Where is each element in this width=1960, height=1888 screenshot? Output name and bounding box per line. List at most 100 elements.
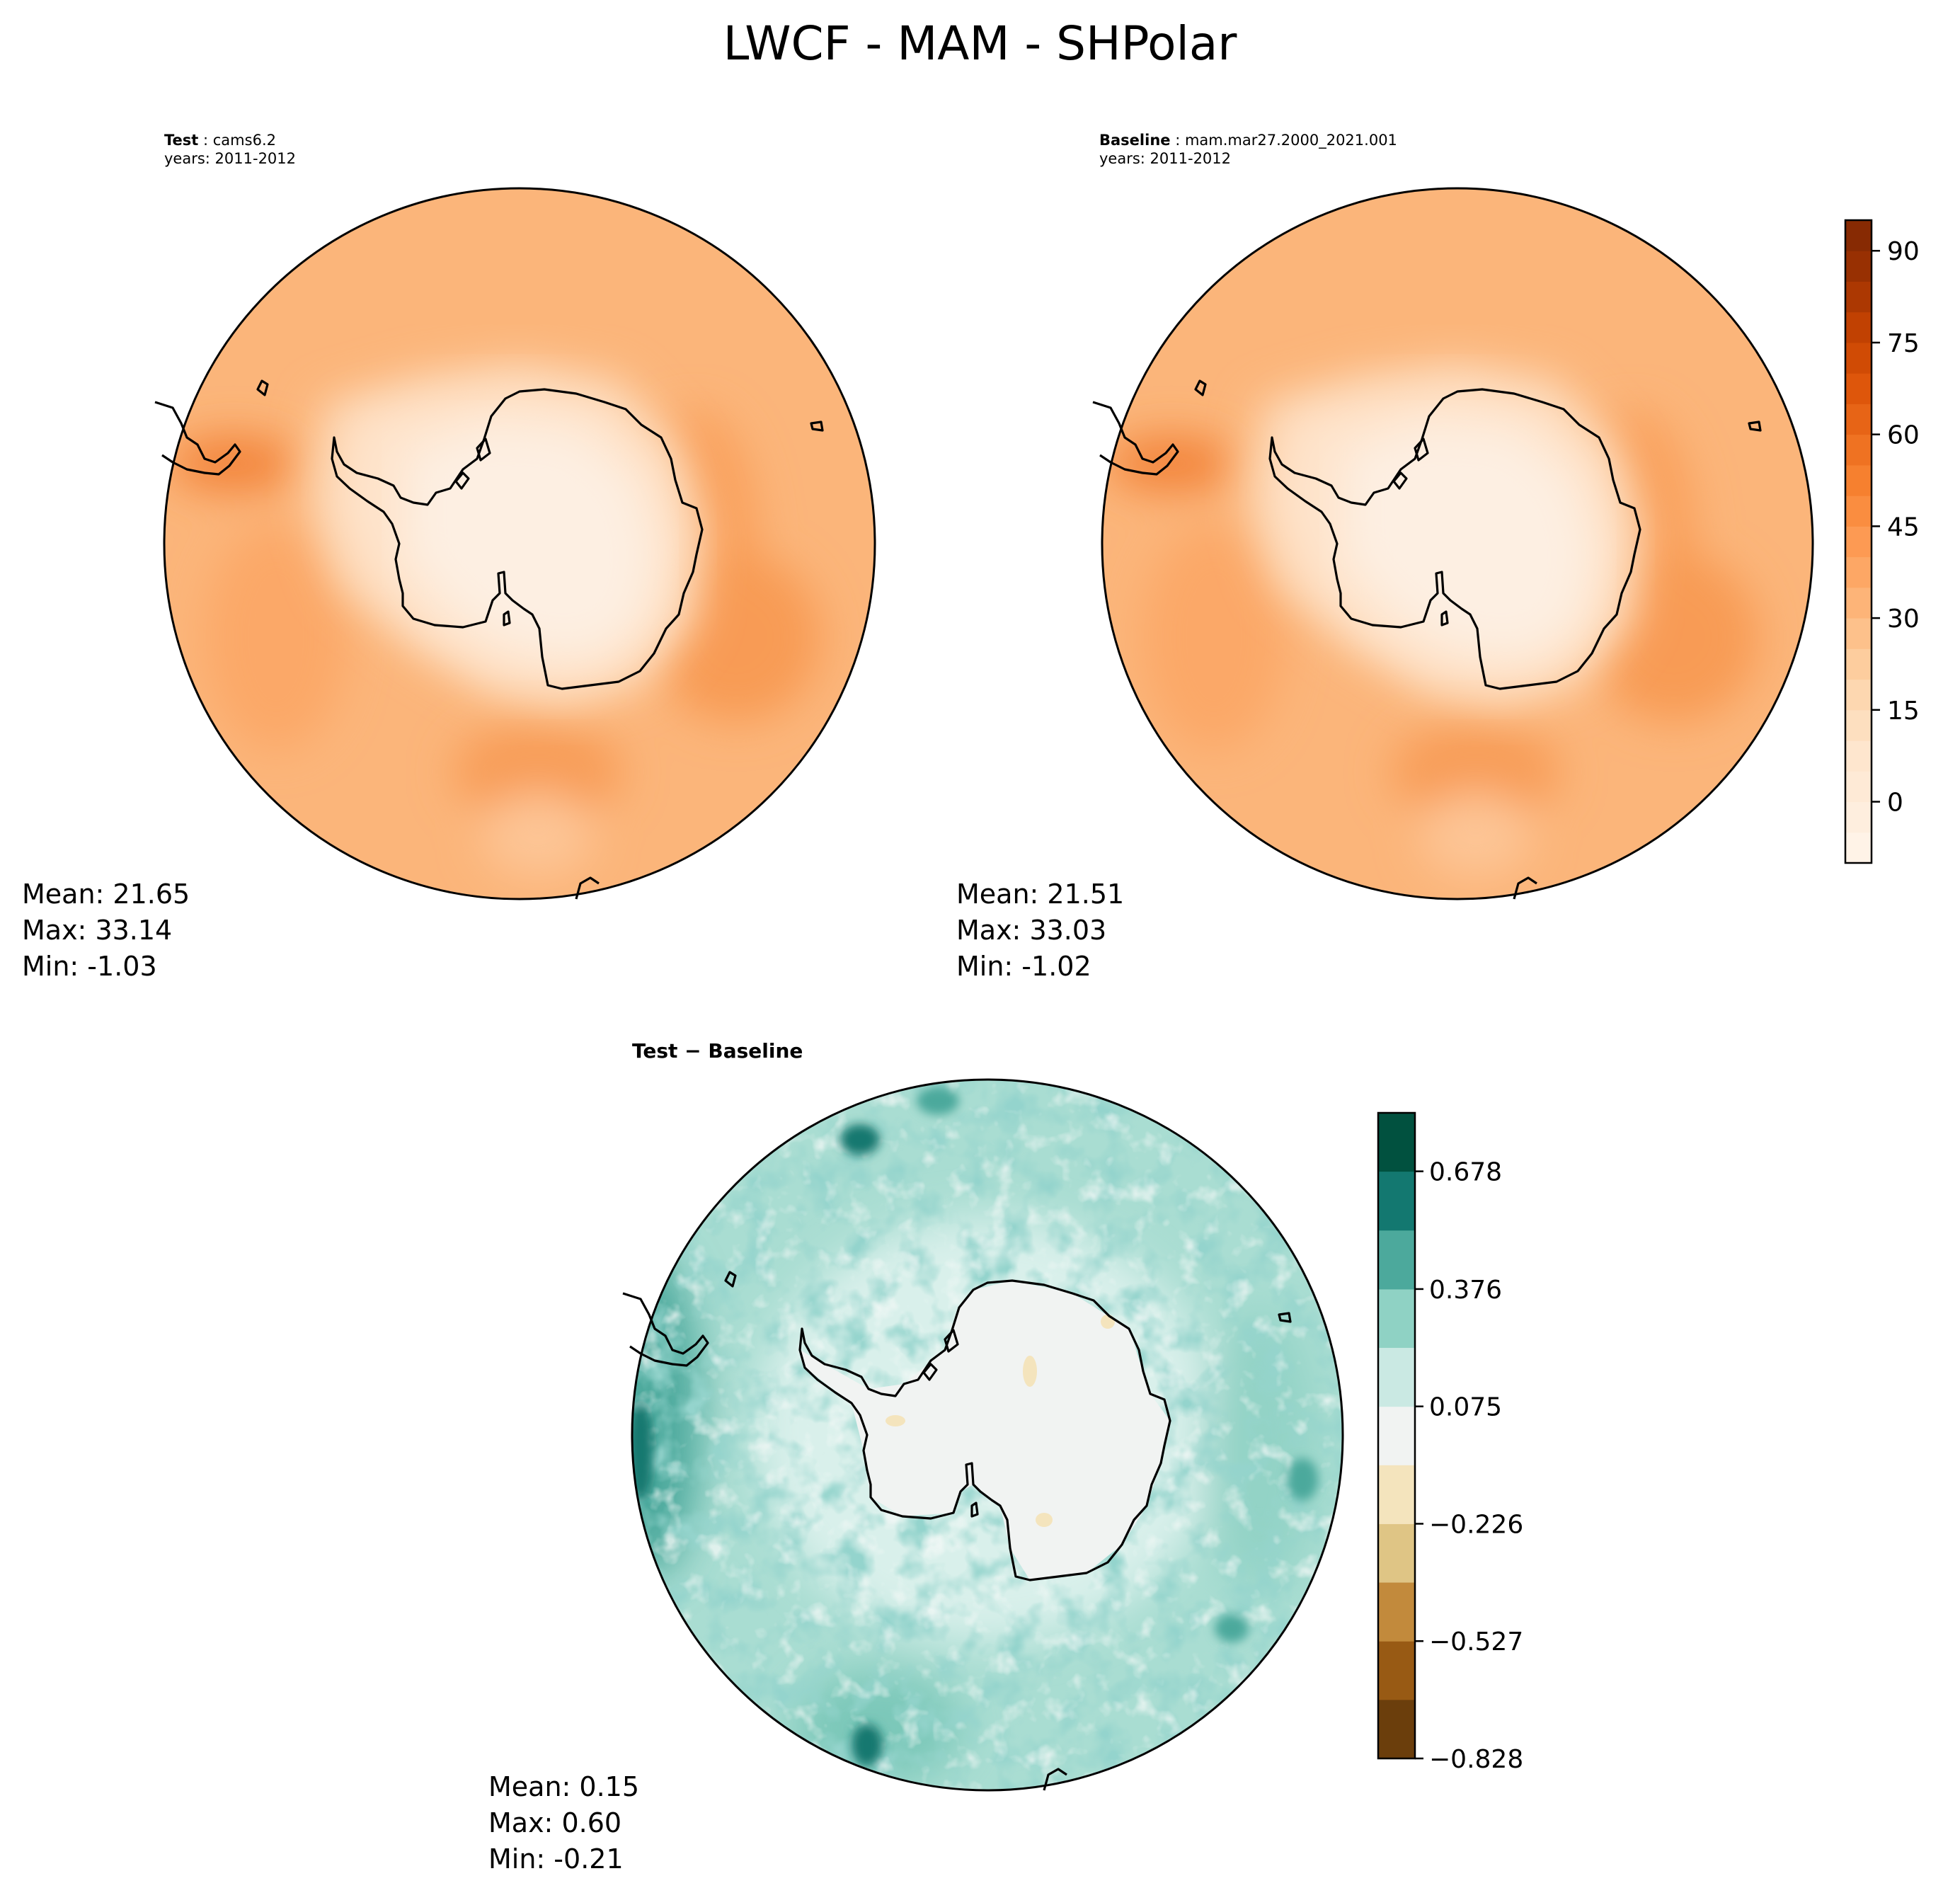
baseline-years: years: 2011-2012 — [1099, 149, 1232, 167]
new-zealand-coastline — [1043, 1768, 1067, 1791]
baseline-coastlines — [1092, 379, 1762, 900]
colorbar-tick-label: −0.226 — [1429, 1510, 1523, 1539]
colorbar-segment — [1378, 1523, 1415, 1583]
island — [476, 437, 491, 462]
island — [454, 471, 470, 490]
label-separator: : — [198, 132, 213, 149]
colorbar-tick-label: 0.678 — [1429, 1158, 1502, 1187]
antarctica-coastline — [1268, 388, 1641, 690]
island — [1392, 471, 1408, 490]
island — [1194, 379, 1207, 396]
island — [1440, 610, 1449, 627]
colorbar-segment — [1845, 648, 1872, 680]
colorbar-segment — [1378, 1171, 1415, 1231]
test-mean: Mean: 21.65 — [22, 879, 190, 910]
test-min: Min: -1.03 — [22, 951, 157, 982]
colorbar-segment — [1845, 311, 1872, 343]
south-america-coastline — [1092, 401, 1179, 476]
colorbar-segment — [1845, 251, 1872, 282]
colorbar-segment — [1845, 771, 1872, 803]
colorbar-outline — [1844, 219, 1873, 864]
baseline-min: Min: -1.02 — [956, 951, 1091, 982]
colorbar-segment — [1845, 801, 1872, 833]
south-america-coastline — [622, 1292, 709, 1367]
antarctica-shading — [1245, 360, 1645, 710]
colorbar-tick-label: 90 — [1887, 237, 1920, 266]
colorbar-segment — [1845, 832, 1872, 864]
test-map-frame — [163, 187, 876, 900]
south-america-coastline — [154, 401, 241, 476]
absolute-colorbar: 0 15 30 45 60 75 90 — [1844, 219, 1920, 864]
new-zealand-coastline — [575, 876, 600, 900]
colorbar-tick-label: −0.527 — [1429, 1627, 1523, 1657]
test-coastlines — [154, 379, 824, 900]
colorbar-segment — [1378, 1230, 1415, 1290]
baseline-case-name: mam.mar27.2000_2021.001 — [1184, 132, 1397, 149]
colorbar-tick-label: 30 — [1887, 605, 1920, 634]
colorbar-segment — [1378, 1347, 1415, 1407]
antarctica-diff-shading — [800, 1281, 1170, 1580]
colorbar-segment — [1845, 679, 1872, 711]
new-zealand-coastline — [1513, 876, 1537, 900]
test-max: Max: 33.14 — [22, 915, 173, 946]
diff-coastlines — [622, 1271, 1292, 1791]
colorbar-segment — [1845, 618, 1872, 649]
colorbar-segment — [1845, 526, 1872, 558]
island — [1414, 437, 1429, 462]
colorbar-segment — [1378, 1699, 1415, 1759]
colorbar-segment — [1845, 404, 1872, 435]
figure-title: LWCF - MAM - SHPolar — [723, 16, 1237, 71]
colorbar-outline — [1377, 1111, 1416, 1760]
test-case-name: cams6.2 — [212, 132, 276, 149]
baseline-mean: Mean: 21.51 — [956, 879, 1125, 910]
baseline-case-label: Baseline — [1099, 132, 1171, 149]
test-years: years: 2011-2012 — [164, 149, 297, 167]
colorbar-tick-label: 0 — [1887, 789, 1903, 818]
colorbar-segment — [1378, 1641, 1415, 1700]
colorbar-segment — [1845, 709, 1872, 741]
antarctica-coastline — [798, 1279, 1171, 1581]
colorbar-tick-label: 15 — [1887, 697, 1920, 726]
colorbar-segment — [1378, 1113, 1415, 1172]
colorbar-segment — [1378, 1288, 1415, 1349]
colorbar-segment — [1378, 1406, 1415, 1465]
label-separator: : — [1170, 132, 1185, 149]
colorbar-segment — [1845, 464, 1872, 496]
antarctica-shading — [307, 360, 707, 710]
island — [503, 610, 511, 627]
colorbar-tick-label: 0.376 — [1429, 1276, 1502, 1305]
difference-colorbar: −0.828 −0.527 −0.226 0.075 0.376 0.678 — [1377, 1111, 1523, 1774]
baseline-panel-label: Baseline : mam.mar27.2000_2021.001 years… — [1099, 132, 1397, 168]
colorbar-tick-label: 0.075 — [1429, 1393, 1502, 1422]
colorbar-tick-label: 75 — [1887, 329, 1920, 358]
baseline-map-panel — [1102, 188, 1813, 899]
test-case-label: Test — [164, 132, 199, 149]
diff-max: Max: 0.60 — [488, 1807, 622, 1838]
baseline-map-frame — [1101, 187, 1814, 900]
colorbar-segment — [1845, 556, 1872, 588]
island — [970, 1501, 979, 1518]
colorbar-segment — [1845, 587, 1872, 619]
colorbar-segment — [1845, 342, 1872, 374]
test-panel-label: Test : cams6.2 years: 2011-2012 — [164, 132, 296, 168]
colorbar-segment — [1845, 281, 1872, 313]
island — [944, 1329, 959, 1353]
diff-map-panel — [632, 1080, 1343, 1790]
island — [256, 379, 269, 396]
colorbar-tick-label: −0.828 — [1429, 1745, 1523, 1774]
colorbar-segment — [1378, 1582, 1415, 1642]
island — [1278, 1312, 1292, 1323]
baseline-max: Max: 33.03 — [956, 915, 1107, 946]
antarctica-coastline — [331, 388, 704, 690]
diff-mean: Mean: 0.15 — [488, 1771, 640, 1802]
colorbar-segment — [1845, 496, 1872, 527]
diff-map-frame — [631, 1078, 1344, 1792]
baseline-stats: Mean: 21.51 Max: 33.03 Min: -1.02 — [956, 876, 1124, 985]
colorbar-tick-label: 45 — [1887, 513, 1920, 542]
island — [724, 1271, 737, 1288]
island — [922, 1363, 938, 1381]
diff-stats: Mean: 0.15 Max: 0.60 Min: -0.21 — [488, 1769, 639, 1877]
colorbar-tick-label: 60 — [1887, 421, 1920, 450]
colorbar-segment — [1845, 740, 1872, 772]
